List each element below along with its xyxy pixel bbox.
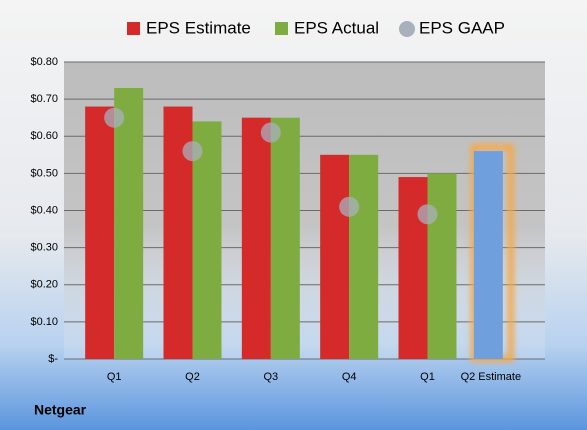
x-tick-label: Q3 xyxy=(263,371,278,383)
y-tick-label: $0.60 xyxy=(30,130,58,142)
y-tick-label: $- xyxy=(48,353,58,365)
x-tick-label: Q2 xyxy=(185,371,200,383)
x-tick-label: Q1 xyxy=(420,371,435,383)
legend-label: EPS GAAP xyxy=(419,18,505,37)
bar xyxy=(114,87,144,360)
bar xyxy=(320,154,350,359)
legend-swatch xyxy=(275,22,288,35)
x-tick-label: Q1 xyxy=(107,371,122,383)
y-tick-label: $0.50 xyxy=(30,167,58,179)
gaap-marker xyxy=(339,196,360,217)
y-tick-label: $0.40 xyxy=(30,204,58,216)
bar xyxy=(192,121,222,360)
gaap-marker xyxy=(417,204,438,225)
legend-label: EPS Actual xyxy=(294,18,379,37)
bar xyxy=(270,117,300,359)
x-tick-label: Q2 Estimate xyxy=(461,371,522,383)
bar xyxy=(427,173,457,359)
gaap-marker xyxy=(104,107,125,128)
legend-label: EPS Estimate xyxy=(146,18,251,37)
y-tick-label: $0.10 xyxy=(30,316,58,328)
bar xyxy=(398,177,428,359)
footer: Netgear xyxy=(34,402,87,418)
y-tick-label: $0.70 xyxy=(30,93,58,105)
legend-swatch xyxy=(399,21,415,37)
y-tick-label: $0.80 xyxy=(30,56,58,68)
legend-swatch xyxy=(127,22,140,35)
bar xyxy=(473,151,503,359)
bar xyxy=(241,117,271,359)
bar xyxy=(349,154,379,359)
bar xyxy=(85,106,115,359)
y-tick-label: $0.30 xyxy=(30,242,58,254)
x-tick-label: Q4 xyxy=(342,371,357,383)
gaap-marker xyxy=(260,122,281,143)
gaap-marker xyxy=(182,141,203,162)
y-tick-label: $0.20 xyxy=(30,279,58,291)
